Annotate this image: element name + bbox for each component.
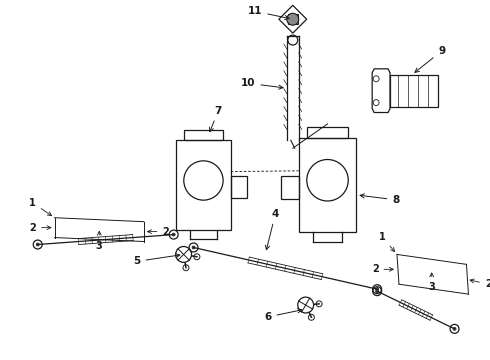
Bar [288,14,298,24]
Text: 4: 4 [266,209,279,250]
Text: 2: 2 [470,279,490,289]
Bar [184,130,222,140]
Bar [231,176,247,198]
Circle shape [376,290,379,293]
Text: 5: 5 [133,253,180,266]
Text: 3: 3 [96,231,102,251]
Bar [307,126,348,138]
Bar [299,138,356,232]
Text: 6: 6 [264,309,302,322]
Text: 2: 2 [147,226,169,237]
Circle shape [36,243,39,246]
Circle shape [287,13,299,25]
Text: 1: 1 [29,198,51,216]
Text: 2: 2 [372,264,393,274]
Bar [390,75,438,107]
Text: 10: 10 [241,78,283,89]
Text: 2: 2 [29,222,51,233]
Text: 9: 9 [415,46,445,72]
Circle shape [192,246,195,249]
Text: 7: 7 [209,105,222,132]
Bar [176,140,231,230]
Circle shape [376,288,379,291]
Text: 3: 3 [428,273,435,292]
Bar [281,176,299,199]
Circle shape [453,327,456,330]
Text: 1: 1 [379,231,394,252]
Text: 8: 8 [360,194,400,205]
Text: 11: 11 [248,6,289,19]
Circle shape [172,233,175,236]
